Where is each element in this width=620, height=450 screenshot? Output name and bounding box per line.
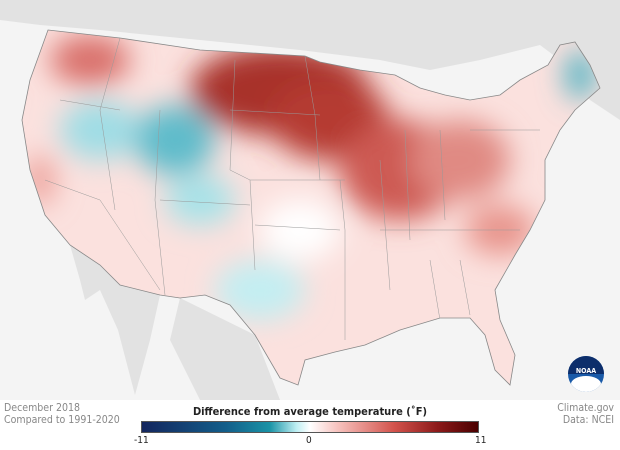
credit-site: Climate.gov: [557, 402, 614, 414]
anomaly-field: [22, 30, 600, 385]
caption-date: December 2018: [4, 402, 81, 414]
noaa-logo: NOAA: [568, 356, 604, 392]
legend-title: Difference from average temperature (˚F): [192, 405, 428, 418]
state-borders: [44, 37, 540, 340]
land-background: [0, 0, 620, 400]
legend-min: -11: [134, 435, 149, 446]
credit-source: Data: NCEI: [562, 414, 614, 426]
legend-max: 11: [475, 435, 487, 446]
caption-baseline: Compared to 1991-2020: [4, 414, 120, 426]
legend-mid: 0: [306, 435, 312, 446]
legend-colorbar: [141, 421, 479, 433]
noaa-logo-text: NOAA: [575, 367, 597, 375]
credit: Climate.gov Data: NCEI: [557, 402, 614, 426]
temperature-anomaly-map: [0, 0, 620, 400]
caption: December 2018 Compared to 1991-2020: [4, 402, 120, 426]
